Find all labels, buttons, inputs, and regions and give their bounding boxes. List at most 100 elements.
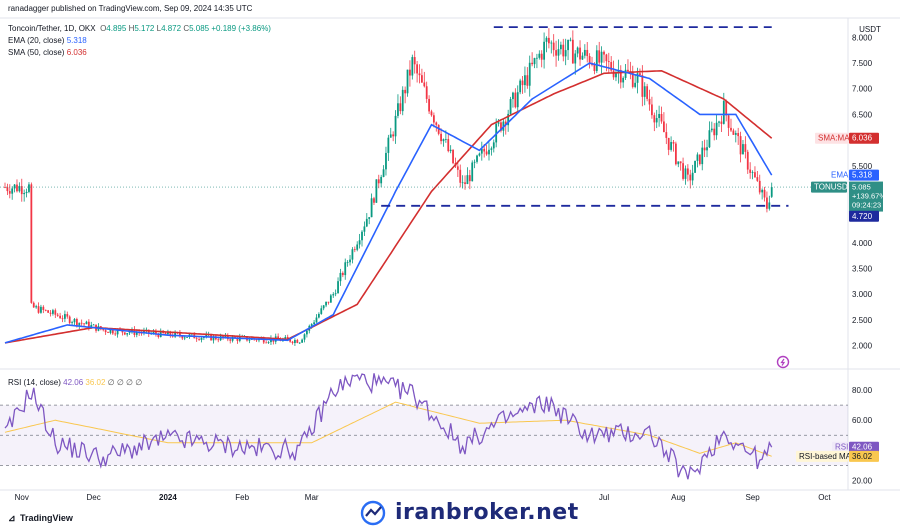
candle-body (80, 322, 83, 324)
candle-body (559, 44, 562, 50)
candle-body (56, 314, 59, 316)
candle-body (174, 332, 177, 337)
time-tick-label: Sep (745, 493, 760, 502)
candle-body (313, 322, 315, 325)
close-label: C (183, 24, 190, 33)
rsi-tick-label: 80.00 (852, 386, 873, 395)
candle-body (286, 336, 289, 339)
candle-body (555, 50, 557, 56)
candle-body (550, 42, 553, 44)
candle-body (73, 319, 76, 323)
support-tag-value: 4.720 (852, 212, 873, 221)
candle-body (536, 57, 538, 59)
candle-body (373, 198, 375, 203)
candle-body (248, 339, 251, 341)
candle-body (8, 191, 11, 194)
candle-body (337, 281, 339, 294)
candle-body (562, 44, 565, 57)
candle-body (727, 115, 730, 128)
candle-body (375, 179, 378, 203)
candle-body (770, 187, 773, 197)
candle-body (591, 64, 593, 65)
candle-body (466, 175, 469, 185)
support-tag-value-bg (849, 210, 879, 222)
candle-body (104, 330, 107, 333)
candle-body (212, 336, 215, 341)
candle-body (631, 72, 634, 87)
candle-body (401, 89, 404, 112)
tradingview-logo[interactable]: ⊿ TradingView (8, 513, 73, 523)
candle-body (480, 148, 483, 154)
candle-body (344, 262, 347, 276)
sma-tag-value: 6.036 (852, 134, 873, 143)
alert-icon[interactable] (776, 355, 790, 369)
ticker-countdown: 09:24:23 (852, 201, 881, 210)
candle-body (418, 73, 421, 76)
candle-body (385, 152, 387, 170)
rsi-tag-value-bg (849, 441, 879, 453)
candle-body (447, 139, 450, 152)
candle-body (648, 98, 651, 105)
candle-body (579, 47, 581, 60)
candle-body (432, 115, 435, 123)
candle-body (490, 148, 493, 150)
candle-body (339, 272, 342, 282)
candle-body (107, 332, 109, 333)
candle-body (71, 322, 73, 324)
candle-body (545, 37, 548, 42)
candle-body (624, 69, 627, 78)
candle-body (325, 301, 327, 306)
candle-body (394, 115, 397, 137)
candle-body (61, 318, 64, 320)
candle-body (30, 184, 33, 303)
candle-body (205, 334, 208, 338)
candle-body (605, 54, 608, 62)
candle-body (744, 144, 747, 152)
change-value: +0.189 (+3.86%) (211, 24, 271, 33)
candle-body (653, 115, 656, 123)
price-tick-label: 7.000 (852, 85, 873, 94)
candle-body (392, 134, 395, 137)
time-tick-label: Oct (818, 493, 831, 502)
candle-body (423, 82, 426, 87)
candle-body (346, 262, 349, 264)
candle-body (514, 92, 517, 108)
candle-body (16, 184, 18, 192)
candle-body (25, 191, 28, 194)
candle-body (11, 188, 14, 194)
ema-tag-label: EMA (831, 171, 849, 180)
sma-tag-label-bg (815, 132, 849, 144)
candle-body (6, 187, 9, 192)
candle-body (742, 144, 744, 155)
candle-body (303, 334, 306, 340)
sma-tag-label: SMA:MA (818, 134, 850, 143)
candle-body (179, 333, 181, 336)
candle-body (49, 312, 52, 314)
candle-body (583, 49, 586, 56)
candle-body (40, 306, 42, 313)
watermark-icon (360, 500, 386, 526)
candle-body (663, 121, 665, 133)
candle-body (305, 330, 308, 335)
time-tick-label: Nov (15, 493, 29, 502)
ema-legend-label: EMA (20, close) (8, 36, 65, 45)
candle-body (334, 293, 337, 295)
price-tick-label: 3.000 (852, 290, 873, 299)
price-tick-label: 7.500 (852, 59, 873, 68)
open-label: O (100, 24, 107, 33)
candle-body (754, 172, 756, 178)
rsi-tag-label: RSI (835, 443, 848, 452)
candle-body (600, 51, 603, 63)
candle-body (586, 49, 589, 57)
candle-body (332, 294, 335, 296)
candle-body (655, 118, 658, 123)
candle-body (310, 324, 313, 326)
candle-body (435, 122, 438, 125)
time-tick-label: Mar (305, 493, 319, 502)
candle-body (708, 130, 711, 148)
candle-body (47, 310, 50, 313)
candle-body (186, 337, 188, 338)
candle-body (442, 139, 445, 142)
candle-body (512, 92, 514, 100)
